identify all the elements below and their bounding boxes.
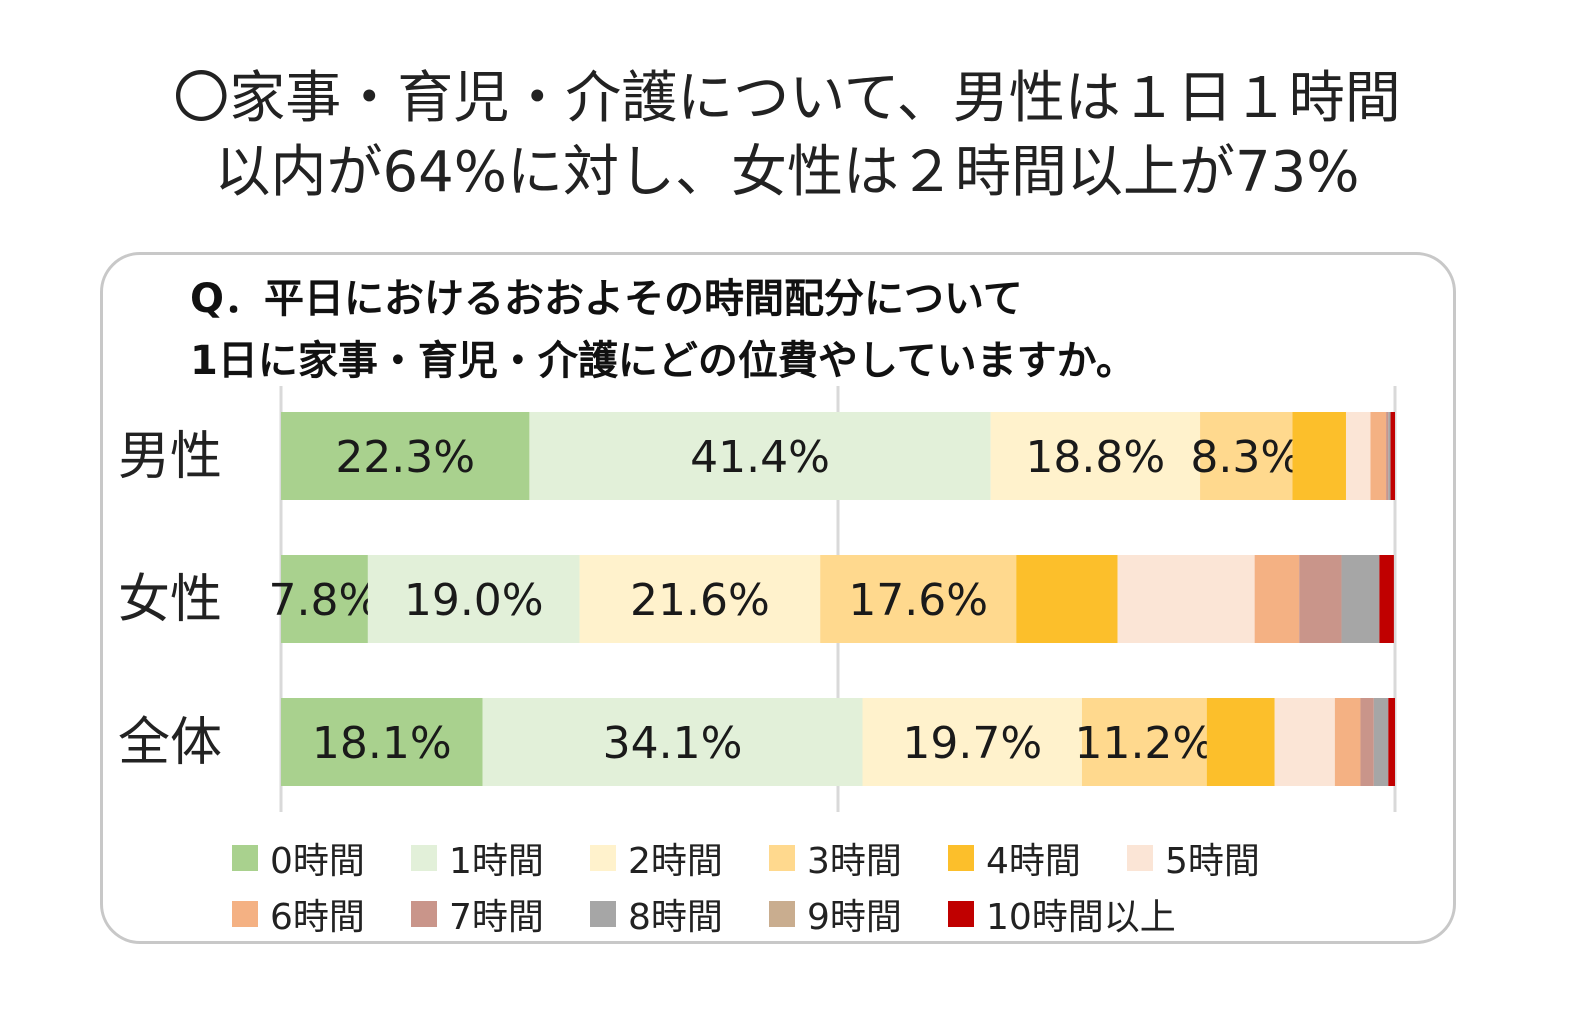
bar-segment-0-6 xyxy=(1370,412,1387,500)
bar-segment-1-3 xyxy=(820,555,1017,643)
legend-swatch-9 xyxy=(769,901,795,927)
bar-segment-0-0 xyxy=(281,412,530,500)
legend-row: 6時間 7時間 8時間 9時間 10時間以上 xyxy=(232,886,1432,942)
legend-label-5: 5時間 xyxy=(1165,841,1260,882)
legend-item-6: 6時間 xyxy=(232,888,411,940)
category-label-2: 全体 xyxy=(118,713,222,773)
data-label-2-3: 11.2% xyxy=(1074,718,1214,769)
bar-segment-0-7 xyxy=(1386,412,1389,500)
data-label-1-1: 19.0% xyxy=(404,575,544,626)
headline: 〇家事・育児・介護について、男性は１日１時間 以内が64%に対し、女性は２時間以… xyxy=(0,62,1574,210)
bar-segment-1-7 xyxy=(1299,555,1342,643)
legend-item-10: 10時間以上 xyxy=(948,888,1176,940)
bar-segment-2-1 xyxy=(482,698,863,786)
data-label-2-0: 18.1% xyxy=(312,718,452,769)
bar-segment-0-1 xyxy=(529,412,991,500)
legend-item-4: 4時間 xyxy=(948,832,1127,884)
bar-segment-0-10 xyxy=(1390,412,1395,500)
bar-segment-2-0 xyxy=(281,698,483,786)
legend-label-2: 2時間 xyxy=(628,841,723,882)
data-label-2-2: 19.7% xyxy=(902,718,1042,769)
legend-swatch-7 xyxy=(411,901,437,927)
data-label-2-1: 34.1% xyxy=(603,718,743,769)
bar-segment-2-3 xyxy=(1081,698,1207,786)
bar-segment-2-8 xyxy=(1373,698,1389,786)
bar-segment-1-5 xyxy=(1117,555,1255,643)
bar-segment-2-10 xyxy=(1388,698,1395,786)
bar-segment-1-8 xyxy=(1341,555,1380,643)
legend-label-4: 4時間 xyxy=(986,841,1081,882)
legend-item-8: 8時間 xyxy=(590,888,769,940)
legend-item-7: 7時間 xyxy=(411,888,590,940)
legend-item-9: 9時間 xyxy=(769,888,948,940)
bar-segment-1-2 xyxy=(579,555,821,643)
bar-segment-2-2 xyxy=(862,698,1082,786)
legend-swatch-2 xyxy=(590,845,616,871)
data-label-1-2: 21.6% xyxy=(630,575,770,626)
legend-swatch-6 xyxy=(232,901,258,927)
bar-segment-1-1 xyxy=(367,555,580,643)
bar-segment-0-5 xyxy=(1345,412,1371,500)
bar-segment-1-6 xyxy=(1254,555,1300,643)
legend-label-10: 10時間以上 xyxy=(986,897,1176,938)
legend-item-3: 3時間 xyxy=(769,832,948,884)
chart-panel xyxy=(100,252,1456,944)
bar-segment-2-6 xyxy=(1334,698,1361,786)
category-label-1: 女性 xyxy=(118,570,222,630)
legend-label-9: 9時間 xyxy=(807,897,902,938)
legend-swatch-4 xyxy=(948,845,974,871)
bar-segment-0-4 xyxy=(1292,412,1346,500)
bar-segment-1-10 xyxy=(1379,555,1394,643)
legend-label-3: 3時間 xyxy=(807,841,902,882)
legend-label-7: 7時間 xyxy=(449,897,544,938)
legend-swatch-10 xyxy=(948,901,974,927)
legend-item-0: 0時間 xyxy=(232,832,411,884)
legend-swatch-5 xyxy=(1127,845,1153,871)
legend-label-0: 0時間 xyxy=(270,841,365,882)
chart-title-line-2: 1日に家事・育児・介護にどの位費やしていますか。 xyxy=(190,338,1136,384)
legend-item-1: 1時間 xyxy=(411,832,590,884)
data-label-0-0: 22.3% xyxy=(335,432,475,483)
legend-row: 0時間 1時間 2時間 3時間 4時間 5時間 xyxy=(232,830,1432,886)
bar-segment-2-7 xyxy=(1360,698,1374,786)
legend-item-2: 2時間 xyxy=(590,832,769,884)
data-label-1-3: 17.6% xyxy=(848,575,988,626)
bar-segment-0-3 xyxy=(1200,412,1293,500)
legend-swatch-0 xyxy=(232,845,258,871)
chart-legend: 0時間 1時間 2時間 3時間 4時間 5時間 6時間 7時間 8時間 9時間 10時間以上 xyxy=(232,830,1432,942)
legend-swatch-8 xyxy=(590,901,616,927)
category-label-0: 男性 xyxy=(118,427,222,487)
bar-segment-2-4 xyxy=(1206,698,1275,786)
data-label-0-2: 18.8% xyxy=(1025,432,1165,483)
headline-line-2: 以内が64%に対し、女性は２時間以上が73% xyxy=(214,140,1360,205)
legend-label-1: 1時間 xyxy=(449,841,544,882)
data-label-0-3: 8.3% xyxy=(1190,432,1302,483)
data-label-1-0: 7.8% xyxy=(269,575,381,626)
data-label-0-1: 41.4% xyxy=(690,432,830,483)
legend-swatch-1 xyxy=(411,845,437,871)
bar-segment-0-2 xyxy=(990,412,1201,500)
chart-title-line-1: Q．平日におけるおおよその時間配分について xyxy=(190,276,1023,322)
headline-line-1: 〇家事・育児・介護について、男性は１日１時間 xyxy=(173,66,1401,131)
legend-swatch-3 xyxy=(769,845,795,871)
legend-item-5: 5時間 xyxy=(1127,832,1306,884)
legend-label-6: 6時間 xyxy=(270,897,365,938)
bar-segment-1-0 xyxy=(281,555,368,643)
bar-segment-2-5 xyxy=(1274,698,1335,786)
chart-title: Q．平日におけるおおよその時間配分について 1日に家事・育児・介護にどの位費やし… xyxy=(190,268,1136,392)
bar-segment-1-4 xyxy=(1016,555,1118,643)
legend-label-8: 8時間 xyxy=(628,897,723,938)
bar-segment-0-8 xyxy=(1388,412,1391,500)
